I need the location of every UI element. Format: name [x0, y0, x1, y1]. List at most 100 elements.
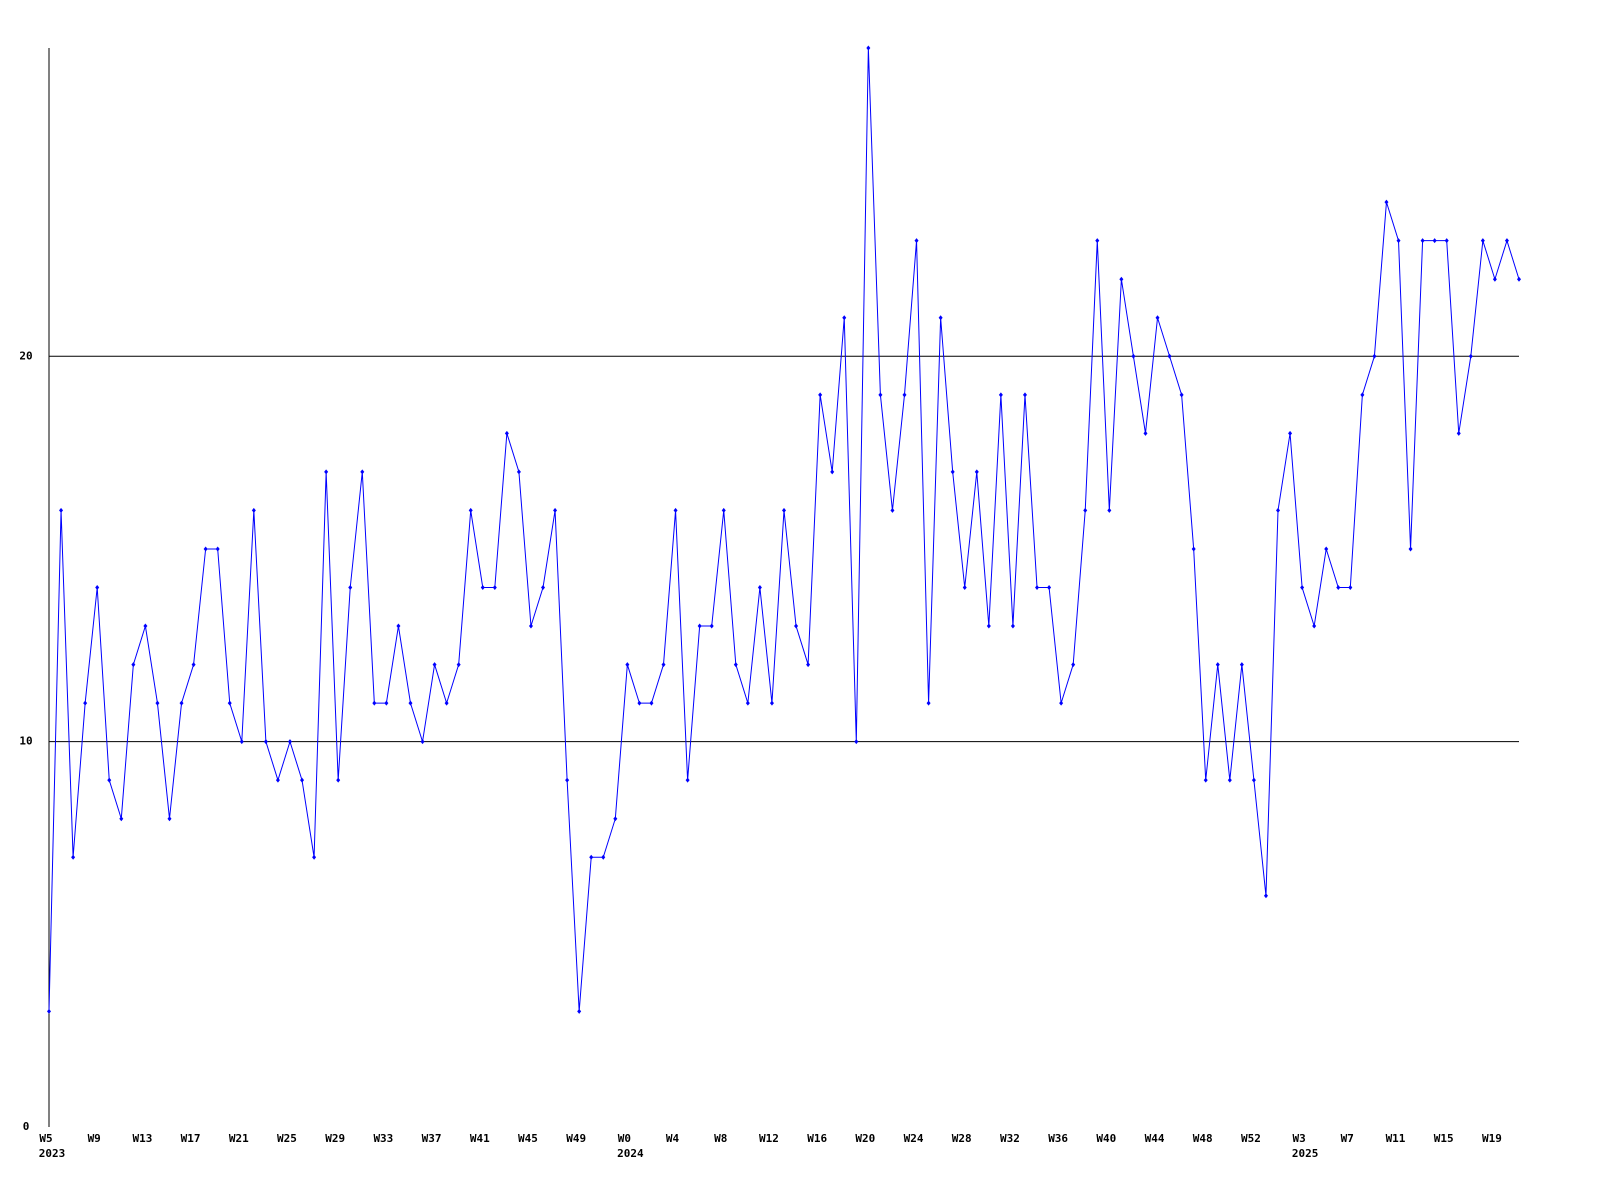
- x-tick-label: W9: [88, 1132, 101, 1145]
- point-marker: [263, 739, 268, 745]
- point-marker: [950, 469, 955, 475]
- point-marker: [444, 700, 449, 706]
- point-marker: [1360, 392, 1365, 398]
- x-tick-label: W12: [759, 1132, 779, 1145]
- point-marker: [1071, 662, 1076, 668]
- point-marker: [227, 700, 232, 706]
- point-marker: [1348, 585, 1353, 590]
- x-tick-label: W17: [181, 1132, 201, 1145]
- point-marker: [1227, 777, 1232, 783]
- point-marker: [203, 546, 208, 552]
- x-tick-label: W3: [1292, 1132, 1305, 1145]
- point-marker: [1276, 507, 1281, 513]
- point-marker: [830, 469, 835, 475]
- point-marker: [601, 854, 606, 860]
- x-tick-label: W52: [1241, 1132, 1261, 1145]
- x-tick-label: W40: [1096, 1132, 1116, 1145]
- point-marker: [914, 238, 919, 244]
- x-tick-label: W4: [666, 1132, 680, 1145]
- point-marker: [275, 777, 280, 783]
- point-marker: [818, 392, 823, 398]
- point-marker: [396, 623, 401, 629]
- point-marker: [866, 45, 871, 51]
- point-marker: [239, 739, 244, 745]
- point-marker: [1312, 623, 1317, 629]
- point-marker: [842, 315, 847, 321]
- point-marker: [1432, 238, 1437, 244]
- x-tick-label: W45: [518, 1132, 538, 1145]
- point-marker: [938, 315, 943, 321]
- point-marker: [685, 777, 690, 783]
- point-marker: [1324, 546, 1329, 552]
- point-marker: [95, 585, 100, 590]
- point-marker: [179, 700, 184, 706]
- x-tick-label: W7: [1341, 1132, 1354, 1145]
- x-tick-label: W25: [277, 1132, 297, 1145]
- point-marker: [1119, 276, 1124, 282]
- point-marker: [468, 507, 473, 513]
- x-tick-label: W16: [807, 1132, 827, 1145]
- point-marker: [878, 392, 883, 398]
- x-tick-label: W48: [1193, 1132, 1213, 1145]
- point-marker: [757, 585, 762, 590]
- point-marker: [528, 623, 533, 629]
- x-tick-label: W19: [1482, 1132, 1502, 1145]
- x-tick-label: W28: [952, 1132, 972, 1145]
- point-marker: [890, 507, 895, 513]
- point-marker: [372, 700, 377, 706]
- point-marker: [998, 392, 1003, 398]
- point-marker: [143, 623, 148, 629]
- point-marker: [709, 623, 714, 629]
- point-marker: [131, 662, 136, 668]
- point-marker: [1372, 353, 1377, 359]
- point-marker: [492, 585, 497, 590]
- point-marker: [420, 739, 425, 745]
- point-marker: [1191, 546, 1196, 552]
- point-marker: [1263, 893, 1268, 899]
- x-tick-label: W24: [904, 1132, 924, 1145]
- point-marker: [1107, 507, 1112, 513]
- point-marker: [1203, 777, 1208, 783]
- point-marker: [1047, 585, 1052, 590]
- point-marker: [613, 816, 618, 822]
- x-tick-label: W20: [855, 1132, 875, 1145]
- point-marker: [1095, 238, 1100, 244]
- point-marker: [854, 739, 859, 745]
- series-line: [48, 47, 1520, 1012]
- point-marker: [107, 777, 112, 783]
- point-marker: [962, 585, 967, 590]
- x-tick-label: W5: [39, 1132, 52, 1145]
- point-marker: [287, 739, 292, 745]
- x-tick-label: W33: [373, 1132, 393, 1145]
- point-marker: [745, 700, 750, 706]
- point-marker: [336, 777, 341, 783]
- point-marker: [553, 507, 558, 513]
- point-marker: [1059, 700, 1064, 706]
- point-marker: [167, 816, 172, 822]
- point-marker: [565, 777, 570, 783]
- point-marker: [1131, 353, 1136, 359]
- point-marker: [119, 816, 124, 822]
- point-marker: [251, 507, 256, 513]
- point-marker: [541, 585, 546, 590]
- x-tick-label: W21: [229, 1132, 249, 1145]
- point-marker: [1010, 623, 1015, 629]
- point-marker: [1517, 276, 1521, 282]
- x-tick-label: W41: [470, 1132, 490, 1145]
- point-marker: [1143, 430, 1148, 436]
- point-marker: [408, 700, 413, 706]
- point-marker: [649, 700, 654, 706]
- point-marker: [59, 507, 64, 513]
- point-marker: [1155, 315, 1160, 321]
- point-marker: [1035, 585, 1040, 590]
- point-marker: [902, 392, 907, 398]
- point-marker: [1083, 507, 1088, 513]
- x-tick-label: W32: [1000, 1132, 1020, 1145]
- point-marker: [348, 585, 353, 590]
- point-marker: [1300, 585, 1305, 590]
- point-marker: [926, 700, 931, 706]
- point-marker: [697, 623, 702, 629]
- point-marker: [637, 700, 642, 706]
